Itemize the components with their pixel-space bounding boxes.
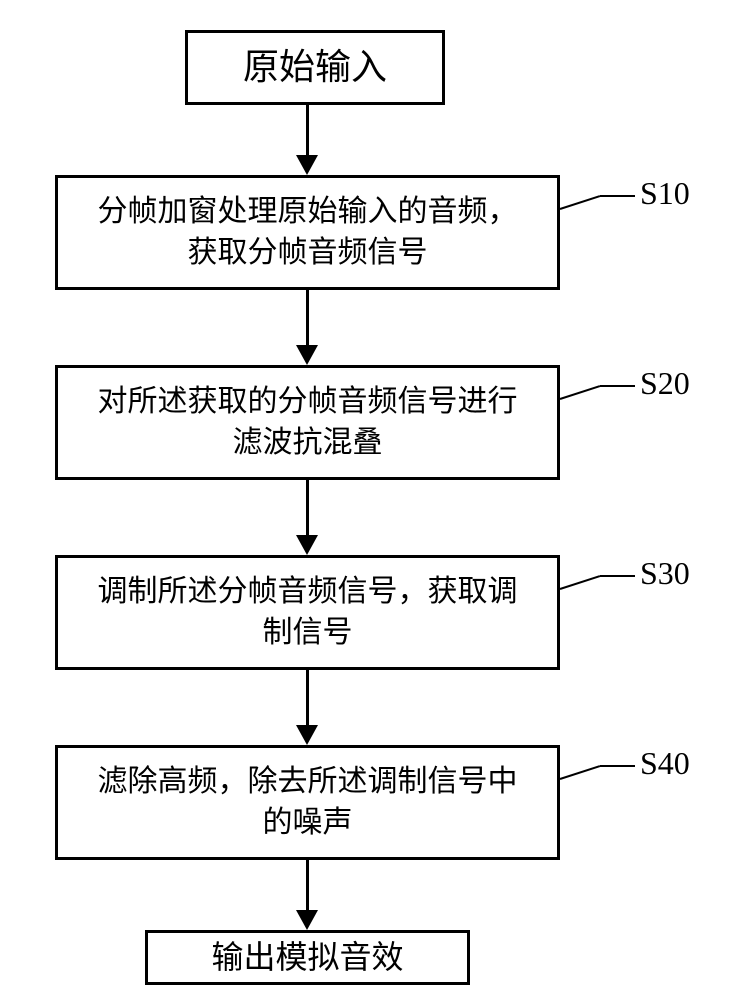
flowchart-node-n_s30: 调制所述分帧音频信号，获取调 制信号 xyxy=(55,555,560,670)
leader-line-diag xyxy=(560,385,601,400)
arrow-head-icon xyxy=(296,345,318,365)
node-text: 滤除高频，除去所述调制信号中 的噪声 xyxy=(98,762,518,843)
node-text: 原始输入 xyxy=(243,43,387,92)
flowchart-canvas: 原始输入分帧加窗处理原始输入的音频， 获取分帧音频信号对所述获取的分帧音频信号进… xyxy=(0,0,735,1000)
node-text: 对所述获取的分帧音频信号进行 滤波抗混叠 xyxy=(98,382,518,463)
leader-line-horiz xyxy=(600,575,635,577)
leader-line-diag xyxy=(560,195,601,210)
arrow-shaft xyxy=(306,670,309,725)
node-text: 调制所述分帧音频信号，获取调 制信号 xyxy=(98,572,518,653)
flowchart-node-n_s20: 对所述获取的分帧音频信号进行 滤波抗混叠 xyxy=(55,365,560,480)
arrow-shaft xyxy=(306,480,309,535)
arrow-head-icon xyxy=(296,725,318,745)
node-text: 分帧加窗处理原始输入的音频， 获取分帧音频信号 xyxy=(98,192,518,273)
leader-line-horiz xyxy=(600,195,635,197)
arrow-head-icon xyxy=(296,535,318,555)
leader-line-horiz xyxy=(600,385,635,387)
step-label: S30 xyxy=(640,555,690,592)
leader-line-diag xyxy=(560,765,601,780)
leader-line-horiz xyxy=(600,765,635,767)
flowchart-node-n_s10: 分帧加窗处理原始输入的音频， 获取分帧音频信号 xyxy=(55,175,560,290)
step-label: S40 xyxy=(640,745,690,782)
arrow-head-icon xyxy=(296,155,318,175)
arrow-shaft xyxy=(306,105,309,155)
arrow-shaft xyxy=(306,860,309,910)
step-label: S20 xyxy=(640,365,690,402)
step-label: S10 xyxy=(640,175,690,212)
leader-line-diag xyxy=(560,575,601,590)
flowchart-node-n_output: 输出模拟音效 xyxy=(145,930,470,985)
node-text: 输出模拟音效 xyxy=(211,936,403,979)
flowchart-node-n_s40: 滤除高频，除去所述调制信号中 的噪声 xyxy=(55,745,560,860)
arrow-head-icon xyxy=(296,910,318,930)
flowchart-node-n_input: 原始输入 xyxy=(185,30,445,105)
arrow-shaft xyxy=(306,290,309,345)
